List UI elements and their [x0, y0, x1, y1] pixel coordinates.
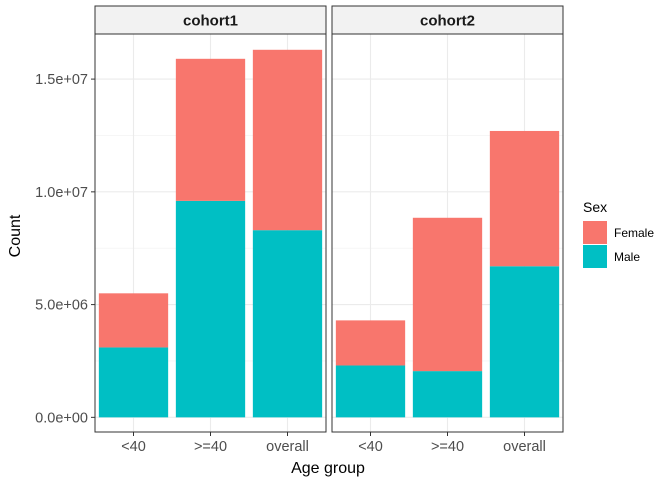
x-tick-label: <40 [121, 439, 146, 455]
x-tick-label: overall [503, 439, 546, 455]
bar-cohort2-female-1 [412, 217, 483, 372]
bar-cohort1-female-2 [252, 49, 323, 231]
y-tick-label: 1.0e+07 [35, 185, 88, 201]
bar-cohort2-male-1 [412, 371, 483, 418]
x-tick-label: <40 [358, 439, 383, 455]
facet-label-cohort2: cohort2 [420, 13, 475, 30]
bar-cohort1-male-1 [175, 200, 246, 418]
bar-cohort1-female-1 [175, 58, 246, 201]
bar-cohort2-male-0 [335, 365, 406, 418]
legend-label-male: Male [614, 250, 640, 264]
legend-title: Sex [583, 199, 607, 215]
x-tick-label: >=40 [431, 439, 464, 455]
y-axis-title: Count [7, 214, 24, 257]
legend-label-female: Female [614, 226, 654, 240]
legend-key-female [583, 221, 607, 244]
bar-cohort1-female-0 [98, 293, 169, 348]
facet-label-cohort1: cohort1 [183, 13, 238, 30]
bar-cohort1-male-2 [252, 230, 323, 418]
bar-cohort2-female-0 [335, 320, 406, 366]
bar-cohort2-female-2 [489, 130, 560, 267]
facet-strip-cohort1 [94, 5, 327, 35]
y-tick-label: 0.0e+00 [35, 410, 88, 426]
x-tick-label: >=40 [194, 439, 227, 455]
legend-key-male [583, 245, 607, 268]
facet-strip-cohort2 [331, 5, 564, 35]
x-axis-title: Age group [291, 460, 365, 477]
x-tick-label: overall [266, 439, 309, 455]
bar-cohort2-male-2 [489, 266, 560, 418]
y-tick-label: 1.5e+07 [35, 72, 88, 88]
y-tick-label: 5.0e+06 [35, 298, 88, 314]
bar-cohort1-male-0 [98, 347, 169, 418]
